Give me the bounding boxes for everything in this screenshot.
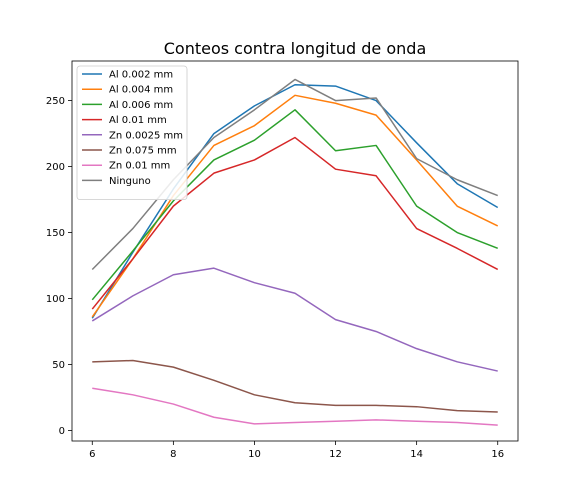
y-tick-label: 100 — [46, 294, 65, 305]
x-axis: 6 8 10 12 14 16 — [89, 441, 504, 460]
legend-label: Zn 0.0025 mm — [109, 130, 183, 141]
x-tick-label: 8 — [170, 449, 176, 460]
y-tick-label: 200 — [46, 162, 65, 173]
legend-label: Al 0.006 mm — [109, 100, 173, 111]
x-tick-label: 12 — [329, 449, 342, 460]
legend-label: Ninguno — [109, 176, 151, 187]
legend-label: Zn 0.01 mm — [109, 161, 170, 172]
series-line-3 — [91, 109, 499, 301]
series-line-4 — [91, 136, 499, 310]
x-tick-label: 16 — [491, 449, 504, 460]
x-tick-label: 10 — [248, 449, 261, 460]
legend-box — [76, 65, 188, 201]
y-axis: 0 50 100 150 200 250 — [46, 96, 72, 437]
x-tick-label: 14 — [410, 449, 423, 460]
series-line-5 — [91, 267, 498, 372]
legend: Al 0.002 mm Al 0.004 mm Al 0.006 mm Al 0.01… — [76, 65, 188, 201]
chart-title: Conteos contra longitud de onda — [164, 39, 427, 58]
x-tick-label: 6 — [89, 449, 95, 460]
y-tick-label: 50 — [52, 360, 65, 371]
series-line-7 — [92, 387, 498, 426]
legend-label: Al 0.004 mm — [109, 85, 173, 96]
legend-label: Al 0.01 mm — [109, 115, 167, 126]
legend-label: Zn 0.075 mm — [109, 146, 177, 157]
y-tick-label: 250 — [46, 96, 65, 107]
series-line-1 — [91, 84, 499, 319]
y-tick-label: 0 — [59, 426, 65, 437]
series-line-6 — [92, 359, 498, 413]
y-tick-label: 150 — [46, 228, 65, 239]
plot-border — [71, 60, 519, 442]
legend-label: Al 0.002 mm — [109, 70, 173, 81]
